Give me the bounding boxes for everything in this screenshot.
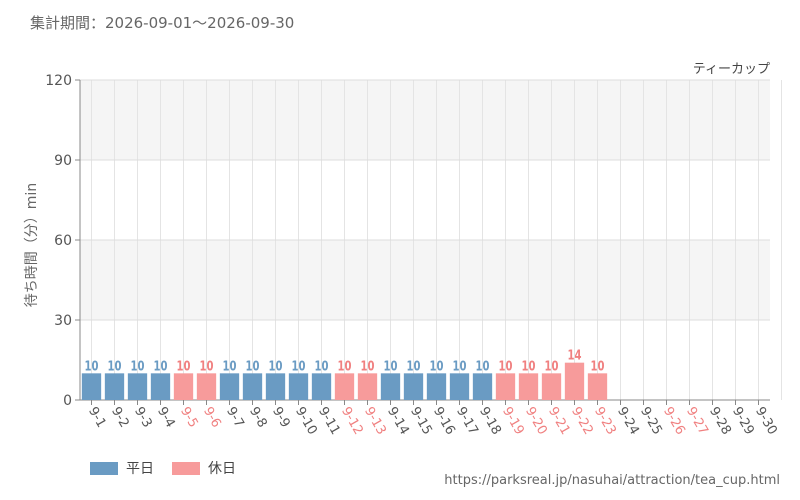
x-tick-label: 9-20: [522, 405, 550, 438]
legend-swatch-weekday: [90, 461, 118, 475]
y-axis-label: 待ち時間（分）min: [24, 183, 40, 307]
bar: [564, 362, 585, 400]
x-tick-label: 9-5: [177, 405, 201, 431]
bar-value-label: 14: [568, 349, 582, 364]
y-tick-label: 90: [54, 153, 72, 169]
chart-title: ティーカップ: [693, 62, 770, 77]
x-tick-label: 9-25: [637, 405, 665, 438]
bar: [587, 373, 608, 400]
x-tick-label: 9-3: [131, 405, 155, 431]
bar-value-label: 10: [384, 359, 398, 374]
x-tick-label: 9-18: [476, 405, 504, 438]
bar: [403, 373, 424, 400]
bar: [380, 373, 401, 400]
source-url: https://parksreal.jp/nasuhai/attraction/…: [444, 473, 780, 488]
x-tick-label: 9-6: [200, 405, 224, 431]
x-tick-label: 9-14: [384, 405, 412, 438]
x-tick-label: 9-2: [108, 405, 132, 431]
plot-band: [80, 160, 770, 240]
x-tick-label: 9-21: [545, 405, 573, 438]
bar-value-label: 10: [246, 359, 260, 374]
x-tick-label: 9-30: [752, 405, 780, 438]
bar-value-label: 10: [361, 359, 375, 374]
bar: [449, 373, 470, 400]
bar: [334, 373, 355, 400]
x-tick-label: 9-23: [591, 405, 619, 438]
plot-band: [80, 320, 770, 400]
x-tick-label: 9-11: [315, 405, 343, 438]
bar-value-label: 10: [292, 359, 306, 374]
x-tick-label: 9-26: [660, 405, 688, 438]
bar: [357, 373, 378, 400]
x-tick-label: 9-10: [292, 405, 320, 438]
bar-value-label: 10: [522, 359, 536, 374]
bar-value-label: 10: [338, 359, 352, 374]
bar: [495, 373, 516, 400]
bar: [265, 373, 286, 400]
x-tick-label: 9-9: [269, 405, 293, 431]
x-tick-label: 9-22: [568, 405, 596, 438]
bar-value-label: 10: [223, 359, 237, 374]
bar: [150, 373, 171, 400]
bar-value-label: 10: [407, 359, 421, 374]
bar-value-label: 10: [154, 359, 168, 374]
x-tick-label: 9-12: [338, 405, 366, 438]
x-tick-label: 9-16: [430, 405, 458, 438]
x-tick-label: 9-17: [453, 405, 481, 438]
bar: [104, 373, 125, 400]
bar: [288, 373, 309, 400]
x-tick-label: 9-24: [614, 405, 642, 438]
bar: [541, 373, 562, 400]
x-tick-label: 9-15: [407, 405, 435, 438]
bar-value-label: 10: [108, 359, 122, 374]
legend-item-weekday: 平日: [90, 458, 154, 478]
bar-value-label: 10: [177, 359, 191, 374]
y-tick-label: 0: [63, 393, 72, 409]
bar: [242, 373, 263, 400]
x-tick-label: 9-13: [361, 405, 389, 438]
bar: [472, 373, 493, 400]
y-tick-label: 30: [54, 313, 72, 329]
bar: [196, 373, 217, 400]
bar: [311, 373, 332, 400]
plot-band: [80, 240, 770, 320]
x-tick-label: 9-29: [729, 405, 757, 438]
bar-value-label: 10: [430, 359, 444, 374]
bar-value-label: 10: [499, 359, 513, 374]
y-tick-label: 120: [45, 73, 72, 89]
period-label: 集計期間：2026-09-01〜2026-09-30: [30, 14, 295, 32]
x-tick-label: 9-28: [706, 405, 734, 438]
bar: [518, 373, 539, 400]
legend-swatch-holiday: [172, 461, 200, 475]
x-tick-label: 9-8: [246, 405, 270, 431]
legend-label-weekday: 平日: [126, 461, 154, 477]
bar-value-label: 10: [131, 359, 145, 374]
bar: [173, 373, 194, 400]
legend: 平日 休日: [90, 458, 236, 478]
x-tick-label: 9-19: [499, 405, 527, 438]
bar-value-label: 10: [545, 359, 559, 374]
bar: [219, 373, 240, 400]
x-tick-label: 9-4: [154, 405, 178, 431]
x-tick-label: 9-1: [85, 405, 109, 431]
bar-value-label: 10: [453, 359, 467, 374]
plot-band: [80, 80, 770, 160]
y-tick-label: 60: [54, 233, 72, 249]
bar: [127, 373, 148, 400]
bar: [426, 373, 447, 400]
legend-label-holiday: 休日: [208, 461, 236, 477]
x-tick-label: 9-7: [223, 405, 247, 431]
x-tick-label: 9-27: [683, 405, 711, 438]
legend-item-holiday: 休日: [172, 458, 236, 478]
bar-value-label: 10: [269, 359, 283, 374]
bar-value-label: 10: [591, 359, 605, 374]
bar-value-label: 10: [315, 359, 329, 374]
bar-value-label: 10: [85, 359, 99, 374]
bar: [81, 373, 102, 400]
bar-value-label: 10: [200, 359, 214, 374]
bar-value-label: 10: [476, 359, 490, 374]
